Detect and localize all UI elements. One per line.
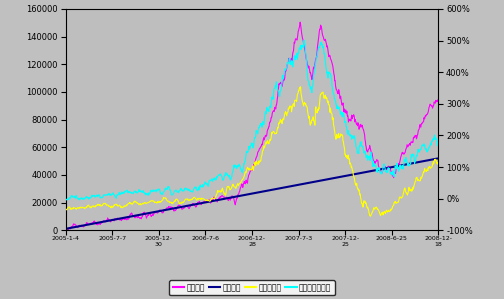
Legend: 累计资产, 累计本金, 累计收益率, 基金累计收益率: 累计资产, 累计本金, 累计收益率, 基金累计收益率	[169, 280, 335, 295]
